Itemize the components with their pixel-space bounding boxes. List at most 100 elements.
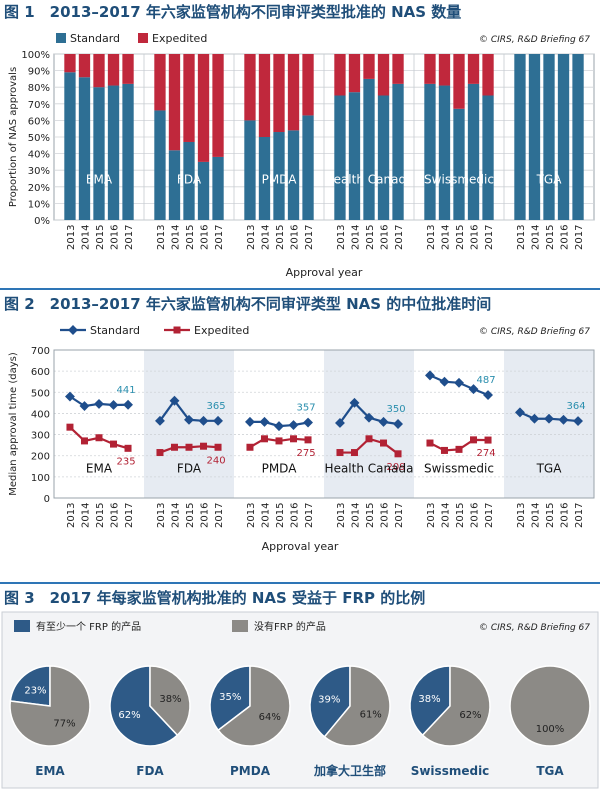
point-standard <box>439 376 450 387</box>
x-tick-label: 2014 <box>170 503 181 528</box>
data-label-standard: 441 <box>116 385 135 396</box>
x-tick-label: 2013 <box>516 225 527 250</box>
point-expedited <box>365 435 373 443</box>
bar-expedited <box>258 54 271 137</box>
x-tick-label: 2013 <box>426 503 437 528</box>
pie-slice-with-frp <box>309 665 351 738</box>
x-tick-label: 2015 <box>185 503 196 528</box>
x-tick-label: 2017 <box>484 503 495 528</box>
source-note: © CIRS, R&D Briefing 67 <box>479 623 590 633</box>
bar-standard <box>154 110 166 220</box>
data-label-standard: 487 <box>476 375 495 386</box>
y-tick-label: 600 <box>31 367 50 378</box>
bar-expedited <box>154 54 166 111</box>
pie-slice-with-frp <box>109 665 179 747</box>
pie-slice-with-frp <box>409 665 451 737</box>
pie-slice-without-frp <box>9 665 91 747</box>
data-label-standard: 364 <box>566 401 585 412</box>
point-expedited <box>394 450 402 458</box>
group-label: EMA <box>86 172 113 186</box>
point-expedited <box>350 449 358 457</box>
y-tick-label: 400 <box>31 409 50 420</box>
bar-standard <box>273 132 285 220</box>
x-tick-label: 2017 <box>304 503 315 528</box>
x-tick-label: 2013 <box>336 225 347 250</box>
bar-standard <box>183 141 195 220</box>
bar-standard <box>212 156 224 220</box>
x-tick-label: 2016 <box>290 503 301 528</box>
group-label: PMDA <box>262 462 298 476</box>
x-tick-label: 2015 <box>545 503 556 528</box>
bar-standard <box>528 54 541 220</box>
y-tick-label: 0% <box>34 216 50 227</box>
point-expedited <box>275 437 283 445</box>
x-tick-label: 2015 <box>275 503 286 528</box>
bar-expedited <box>438 54 451 86</box>
point-expedited <box>440 446 448 454</box>
point-expedited <box>336 449 344 457</box>
bar-expedited <box>363 54 375 79</box>
x-tick-label: 2016 <box>380 225 391 250</box>
y-axis-label: Median approval time (days) <box>8 352 19 496</box>
bar-expedited <box>122 54 134 84</box>
group-label: FDA <box>177 462 202 476</box>
bar-standard <box>557 54 570 220</box>
y-tick-label: 70% <box>28 100 50 111</box>
bar-expedited <box>273 54 285 133</box>
pie-slice-without-frp <box>149 665 191 737</box>
bar-expedited <box>197 54 210 162</box>
x-tick-label: 2016 <box>380 503 391 528</box>
point-standard <box>544 413 554 424</box>
bar-expedited <box>302 54 314 116</box>
point-standard <box>155 415 165 426</box>
pie-name: FDA <box>136 764 164 778</box>
point-standard <box>515 407 525 418</box>
x-tick-label: 2015 <box>275 225 286 250</box>
data-label-standard: 357 <box>296 403 315 414</box>
legend-label: 有至少一个 FRP 的产品 <box>36 620 141 633</box>
point-standard <box>288 420 299 431</box>
y-tick-label: 500 <box>31 388 50 399</box>
source-note: © CIRS, R&D Briefing 67 <box>479 327 590 337</box>
legend-label: Standard <box>70 32 120 45</box>
point-expedited <box>470 436 478 444</box>
bar-standard <box>78 77 91 220</box>
x-tick-label: 2014 <box>170 225 181 250</box>
figure1-panel: 0% 10% 20% 30% 40% 50% 60% 70% 80% 90% 100% 2013 201… <box>0 24 600 286</box>
pie-name: Swissmedic <box>411 764 490 778</box>
pie-label-with-frp: 38% <box>418 694 440 705</box>
x-tick-label: 2015 <box>185 225 196 250</box>
bar-expedited <box>287 54 300 131</box>
legend-marker <box>68 325 78 335</box>
source-note: © CIRS, R&D Briefing 67 <box>479 35 590 45</box>
x-tick-label: 2014 <box>350 503 361 528</box>
data-label-expedited: 274 <box>476 448 495 459</box>
point-expedited <box>124 444 132 452</box>
pie-label-without-frp: 64% <box>259 712 281 723</box>
point-expedited <box>200 442 208 450</box>
legend-panel <box>1 611 599 789</box>
bar-standard <box>197 161 210 220</box>
x-tick-label: 2014 <box>530 225 541 250</box>
point-expedited <box>246 443 254 451</box>
point-expedited <box>170 443 178 451</box>
pie-label-with-frp: 39% <box>318 695 340 706</box>
group-label: Health Canada <box>325 172 414 186</box>
figure2-heading: 图 2 2013–2017 年六家监管机构不同审评类型 NAS 的中位批准时间 <box>4 295 492 313</box>
bar-expedited <box>377 54 390 96</box>
group-label: FDA <box>177 172 202 186</box>
x-tick-label: 2017 <box>394 225 405 250</box>
x-tick-label: 2015 <box>365 503 376 528</box>
pie-label-without-frp: 61% <box>360 709 382 720</box>
x-tick-label: 2017 <box>124 225 135 250</box>
bar-standard <box>168 150 181 220</box>
bar-standard <box>363 78 375 221</box>
bar-standard <box>572 54 584 220</box>
pie-name: 加拿大卫生部 <box>313 763 386 778</box>
pie-slice-without-frp <box>323 665 391 747</box>
legend-label: Standard <box>90 324 140 337</box>
pie-label-with-frp: 23% <box>24 685 46 696</box>
bar-standard <box>482 95 494 220</box>
bar-expedited <box>168 54 181 151</box>
